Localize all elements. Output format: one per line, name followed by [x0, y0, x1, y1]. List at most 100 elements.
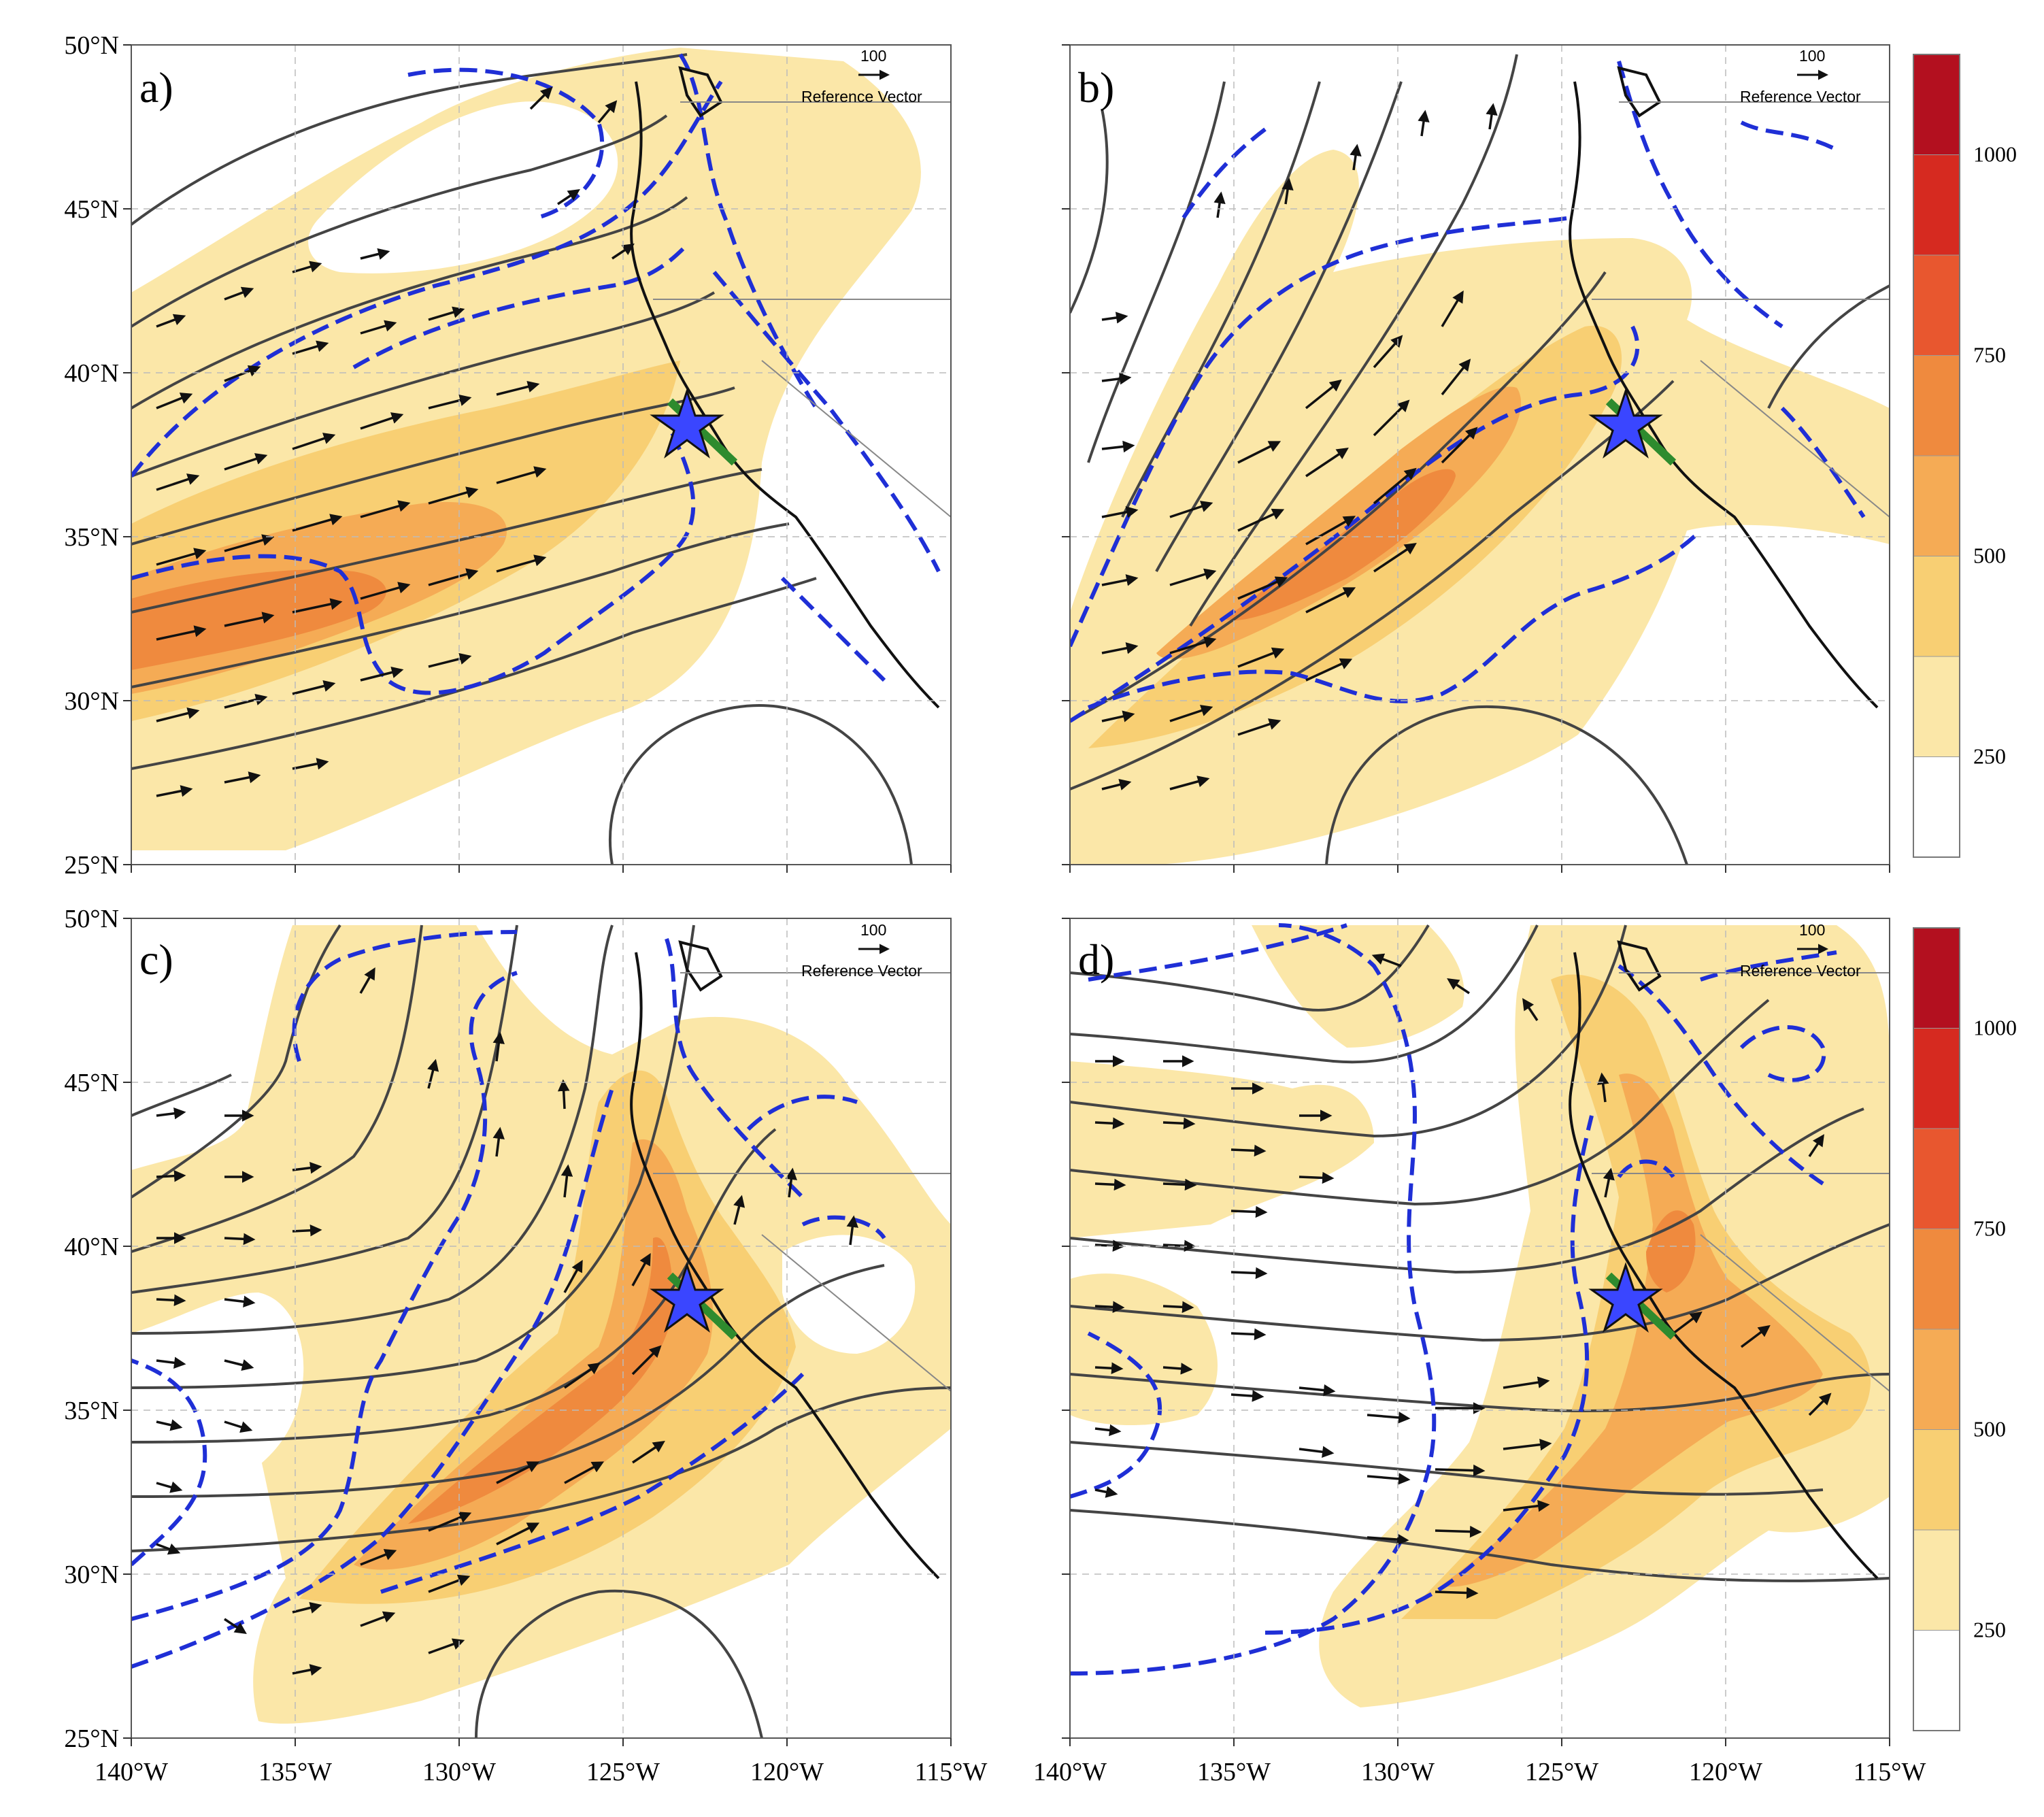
geopotential-contours — [1070, 924, 1890, 1582]
lat-tick-label: 25°N — [64, 851, 119, 880]
svg-text:Reference Vector: Reference Vector — [1740, 962, 1861, 980]
location-star — [1588, 1262, 1677, 1340]
lat-tick-label: 45°N — [64, 195, 119, 224]
svg-text:100: 100 — [1799, 921, 1825, 939]
lat-tick-label: 50°N — [64, 31, 119, 60]
blue-dashed-contours — [1070, 923, 1837, 1676]
wind-vectors — [156, 86, 635, 797]
panel-label-d: d) — [1078, 935, 1114, 984]
lat-tick-label: 50°N — [64, 905, 119, 933]
colorbar-swatch — [1913, 1429, 1960, 1531]
colorbar-swatch — [1913, 154, 1960, 256]
panel-label-a: a) — [139, 63, 173, 112]
state-borders — [1592, 101, 1890, 518]
colorbar-label: 1000 — [1973, 1016, 2017, 1040]
svg-text:Reference Vector: Reference Vector — [801, 88, 922, 105]
colorbar-label: 1000 — [1973, 142, 2017, 167]
state-borders — [653, 972, 951, 1392]
colorbar-label: 250 — [1973, 1618, 2006, 1642]
panel-label-b: b) — [1078, 63, 1114, 112]
lon-tick-label: 125°W — [1525, 1758, 1598, 1786]
colorbar-swatch — [1913, 1630, 1960, 1731]
colorbar-label: 750 — [1973, 1216, 2006, 1241]
lon-tick-label: 140°W — [1033, 1758, 1107, 1786]
coastline — [1569, 940, 1879, 1580]
coastline — [630, 940, 940, 1580]
colorbar-swatch — [1913, 54, 1960, 155]
colorbars: 250 500 750 1000 250 500 750 1000 — [1913, 54, 2017, 1731]
colorbar-swatch — [1913, 656, 1960, 757]
lon-tick-label: 135°W — [1197, 1758, 1271, 1786]
state-borders — [1592, 972, 1890, 1392]
colorbar-label: 500 — [1973, 544, 2006, 568]
axis-ticks: 50°N 45°N 40°N 35°N 30°N 25°N 50°N 140°W 45°N 135… — [64, 31, 1926, 1786]
geopotential-contours — [131, 924, 951, 1738]
ivt-shading — [131, 925, 951, 1724]
lat-tick-label: 40°N — [64, 359, 119, 388]
colorbar-swatch — [1913, 1028, 1960, 1129]
panel-b: b) 100 Reference Vector — [1069, 44, 1890, 865]
lat-tick-label: 30°N — [64, 1561, 119, 1589]
wind-vectors — [156, 967, 858, 1676]
colorbar-swatch — [1913, 756, 1960, 858]
colorbar-swatch — [1913, 556, 1960, 657]
panel-d: d) 100 Reference Vector — [1069, 918, 1890, 1739]
panel-label-c: c) — [139, 935, 173, 984]
reference-vector-a: 100 Reference Vector — [801, 47, 922, 105]
colorbar: 250 500 750 1000 — [1913, 54, 2017, 858]
lat-tick-label: 25°N — [64, 1724, 119, 1753]
svg-text:100: 100 — [860, 47, 886, 65]
colorbar-swatch — [1913, 355, 1960, 456]
location-star — [650, 1262, 738, 1340]
grid-lines — [131, 918, 951, 1738]
colorbar-swatch — [1913, 254, 1960, 356]
colorbar-label: 250 — [1973, 744, 2006, 769]
wind-vectors — [1101, 103, 1498, 790]
lat-tick-label: 30°N — [64, 687, 119, 716]
colorbar-swatch — [1913, 455, 1960, 556]
blue-dashed-contours — [1070, 61, 1866, 723]
geopotential-contours — [131, 53, 913, 865]
svg-text:100: 100 — [1799, 47, 1825, 65]
panel-c: c) 100 Reference Vector — [131, 918, 952, 1739]
grid-lines — [131, 45, 951, 865]
svg-text:Reference Vector: Reference Vector — [801, 962, 922, 980]
lat-tick-label: 35°N — [64, 523, 119, 552]
colorbar-label: 500 — [1973, 1417, 2006, 1441]
lat-tick-label: 35°N — [64, 1397, 119, 1425]
lon-tick-label: 115°W — [915, 1758, 988, 1786]
lon-tick-label: 130°W — [1361, 1758, 1435, 1786]
location-star — [650, 388, 738, 466]
wind-vectors — [1094, 953, 1832, 1599]
reference-vector-b: 100 Reference Vector — [1740, 47, 1861, 105]
lon-tick-label: 115°W — [1854, 1758, 1926, 1786]
svg-text:100: 100 — [860, 921, 886, 939]
grid-lines — [1070, 45, 1890, 865]
panel-a: a) 100 Reference Vector — [131, 44, 952, 865]
colorbar-frame — [1913, 54, 1960, 858]
location-star — [1588, 388, 1677, 466]
colorbar-swatch — [1913, 1128, 1960, 1229]
lat-tick-label: 40°N — [64, 1233, 119, 1261]
lat-tick-label: 45°N — [64, 1069, 119, 1097]
coastline — [630, 66, 940, 709]
lon-tick-label: 140°W — [95, 1758, 168, 1786]
lon-tick-label: 125°W — [586, 1758, 660, 1786]
colorbar: 250 500 750 1000 — [1913, 927, 2017, 1731]
colorbar-label: 750 — [1973, 343, 2006, 367]
state-borders — [653, 101, 951, 518]
lon-tick-label: 135°W — [258, 1758, 332, 1786]
colorbar-swatch — [1913, 1529, 1960, 1631]
grid-lines — [1070, 918, 1890, 1738]
svg-text:Reference Vector: Reference Vector — [1740, 88, 1861, 105]
colorbar-swatch — [1913, 1329, 1960, 1430]
colorbar-frame — [1913, 927, 1960, 1731]
colorbar-swatch — [1913, 1229, 1960, 1330]
lon-tick-label: 130°W — [422, 1758, 496, 1786]
lon-tick-label: 120°W — [750, 1758, 824, 1786]
lon-tick-label: 120°W — [1689, 1758, 1762, 1786]
reference-vector-d: 100 Reference Vector — [1740, 921, 1861, 980]
coastline — [1569, 66, 1879, 709]
reference-vector-c: 100 Reference Vector — [801, 921, 922, 980]
